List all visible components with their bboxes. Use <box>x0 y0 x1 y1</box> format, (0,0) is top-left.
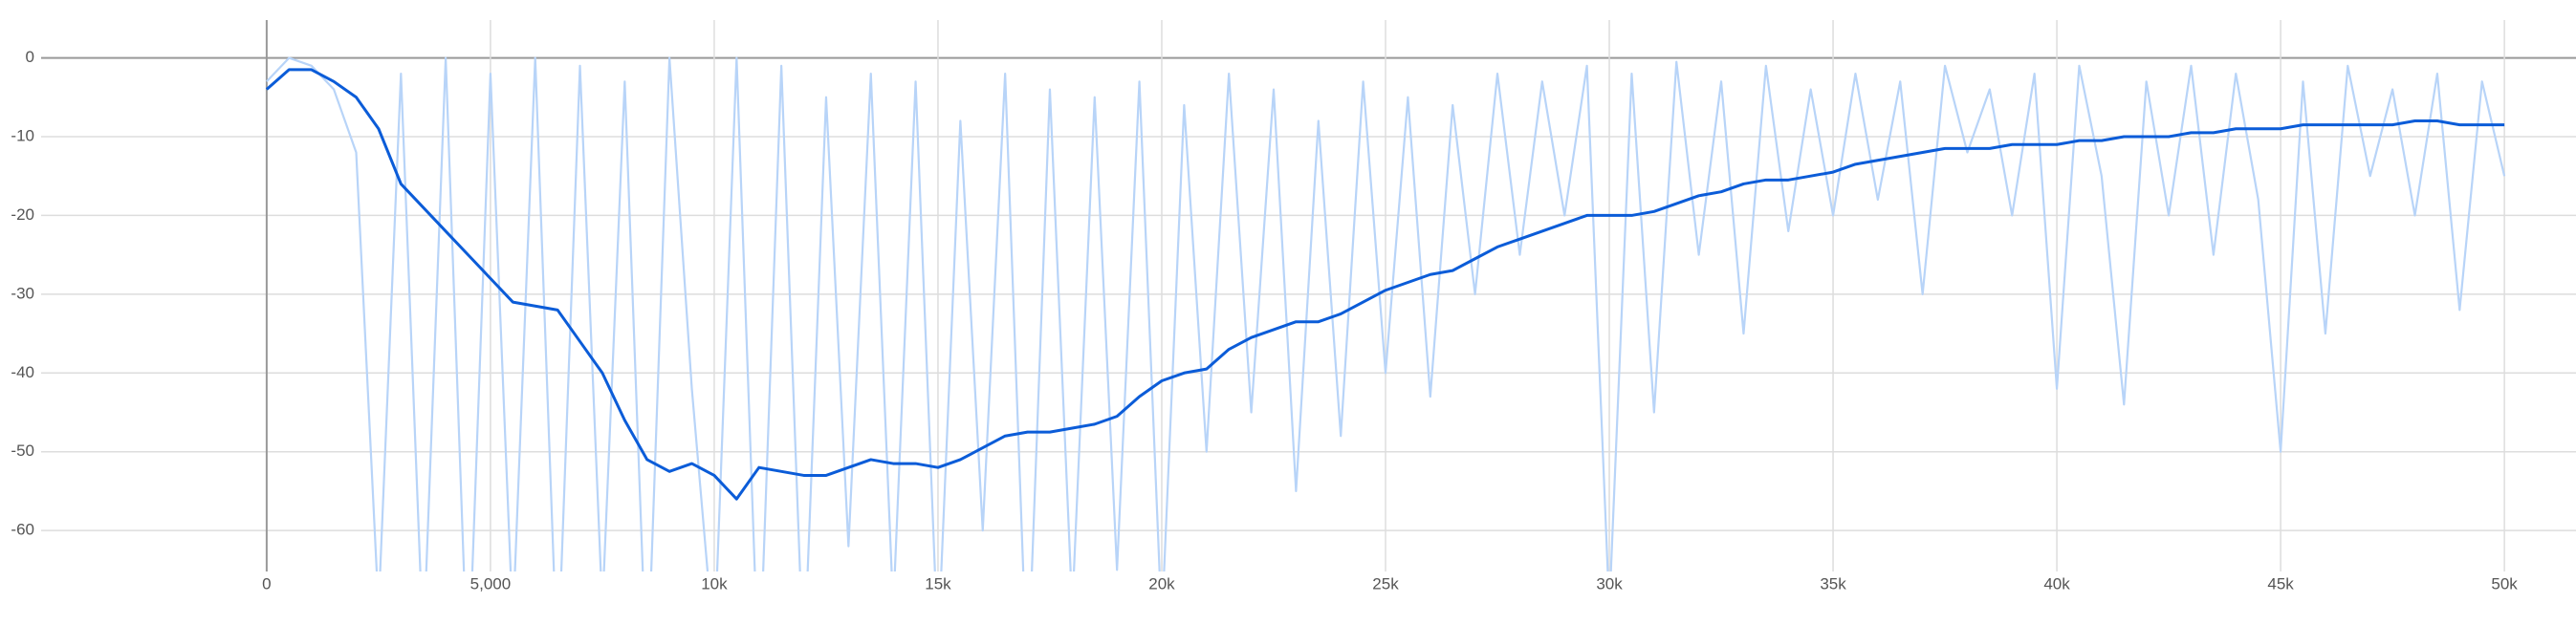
x-tick-label: 40k <box>2043 574 2070 593</box>
x-tick-label: 25k <box>1372 574 1399 593</box>
y-tick-label: -20 <box>11 205 34 224</box>
series-line <box>266 56 2506 571</box>
x-tick-label: 0 <box>262 574 271 593</box>
x-tick-label: 5,000 <box>470 574 512 593</box>
y-tick-label: 0 <box>26 48 34 66</box>
y-tick-label: -50 <box>11 442 34 460</box>
x-tick-label: 10k <box>701 574 728 593</box>
y-tick-label: -60 <box>11 521 34 539</box>
x-tick-label: 30k <box>1596 574 1623 593</box>
y-tick-label: -40 <box>11 363 34 381</box>
plot-area <box>265 56 2506 571</box>
y-tick-label: -10 <box>11 126 34 144</box>
series-line <box>265 68 2505 501</box>
x-tick-label: 50k <box>2491 574 2518 593</box>
x-tick-label: 35k <box>1820 574 1846 593</box>
x-tick-label: 20k <box>1148 574 1175 593</box>
x-tick-label: 15k <box>925 574 951 593</box>
y-tick-label: -30 <box>11 284 34 302</box>
x-tick-label: 45k <box>2267 574 2294 593</box>
